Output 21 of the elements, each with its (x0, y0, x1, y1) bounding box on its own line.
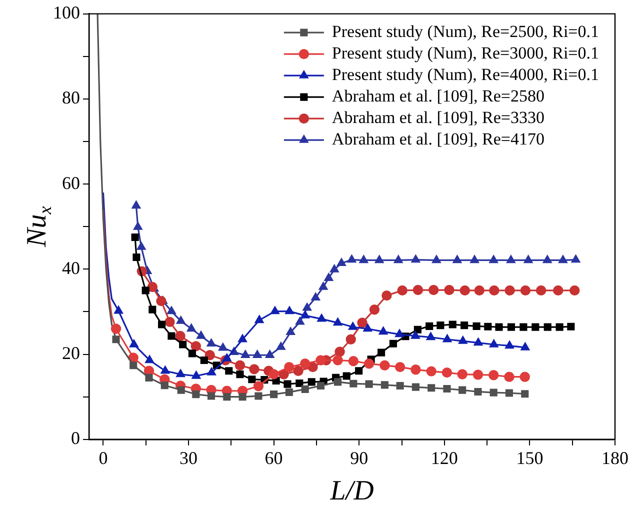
legend-label: Present study (Num), Re=4000, Ri=0.1 (332, 65, 599, 84)
x-tick-label: 180 (602, 448, 628, 468)
y-tick-label: 40 (62, 258, 80, 278)
legend-label: Present study (Num), Re=3000, Ri=0.1 (332, 44, 599, 63)
x-tick-label: 120 (430, 448, 458, 468)
legend-label: Abraham et al. [109], Re=2580 (332, 86, 545, 106)
x-tick-label: 30 (180, 448, 198, 468)
y-tick-label: 0 (71, 428, 80, 448)
x-tick-label: 90 (350, 448, 368, 468)
x-tick-label: 150 (516, 448, 544, 468)
legend-label: Abraham et al. [109], Re=3330 (332, 108, 545, 128)
x-tick-label: 60 (264, 448, 283, 468)
y-axis-title: Nux (21, 206, 56, 248)
legend-label: Present study (Num), Re=2500, Ri=0.1 (332, 22, 599, 42)
legend-label: Abraham et al. [109], Re=4170 (332, 130, 545, 149)
x-tick-label: 0 (98, 448, 108, 468)
y-tick-label: 100 (53, 2, 80, 23)
y-tick-label: 60 (62, 172, 80, 193)
y-tick-label: 20 (62, 343, 80, 364)
y-tick-label: 80 (62, 88, 80, 108)
x-axis-title: L/D (329, 475, 374, 506)
